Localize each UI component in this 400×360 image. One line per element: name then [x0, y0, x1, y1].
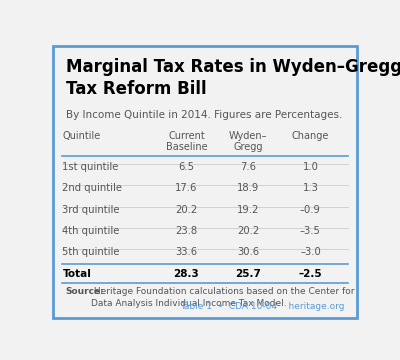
Text: Heritage Foundation calculations based on the Center for
Data Analysis Individua: Heritage Foundation calculations based o…: [91, 287, 354, 307]
Text: Table 1  •  CDA 10-04    heritage.org: Table 1 • CDA 10-04 heritage.org: [180, 302, 344, 311]
Text: 5th quintile: 5th quintile: [62, 247, 120, 257]
Text: 6.5: 6.5: [178, 162, 194, 172]
Text: 33.6: 33.6: [175, 247, 198, 257]
Text: 3rd quintile: 3rd quintile: [62, 204, 120, 215]
Text: 17.6: 17.6: [175, 183, 198, 193]
Text: Change: Change: [292, 131, 329, 140]
Text: –0.9: –0.9: [300, 204, 321, 215]
Text: 30.6: 30.6: [237, 247, 260, 257]
Text: –3.0: –3.0: [300, 247, 321, 257]
Text: 20.2: 20.2: [175, 204, 198, 215]
Text: 20.2: 20.2: [237, 226, 260, 236]
FancyBboxPatch shape: [53, 46, 357, 318]
Text: –2.5: –2.5: [298, 269, 322, 279]
Text: 25.7: 25.7: [236, 269, 261, 279]
Text: 18.9: 18.9: [237, 183, 260, 193]
Text: 28.3: 28.3: [174, 269, 199, 279]
Text: Source:: Source:: [66, 287, 104, 296]
Text: 4th quintile: 4th quintile: [62, 226, 120, 236]
Text: Quintile: Quintile: [62, 131, 101, 140]
Text: 7.6: 7.6: [240, 162, 256, 172]
Text: Wyden–
Gregg: Wyden– Gregg: [229, 131, 268, 152]
Text: 2nd quintile: 2nd quintile: [62, 183, 122, 193]
Text: Current
Baseline: Current Baseline: [166, 131, 207, 152]
Text: –3.5: –3.5: [300, 226, 321, 236]
Text: 19.2: 19.2: [237, 204, 260, 215]
Text: 1.0: 1.0: [302, 162, 318, 172]
Text: Total: Total: [62, 269, 91, 279]
Text: Marginal Tax Rates in Wyden–Gregg
Tax Reform Bill: Marginal Tax Rates in Wyden–Gregg Tax Re…: [66, 58, 400, 98]
Text: 1.3: 1.3: [302, 183, 318, 193]
Text: 1st quintile: 1st quintile: [62, 162, 119, 172]
Text: 23.8: 23.8: [175, 226, 198, 236]
Text: By Income Quintile in 2014. Figures are Percentages.: By Income Quintile in 2014. Figures are …: [66, 110, 342, 120]
